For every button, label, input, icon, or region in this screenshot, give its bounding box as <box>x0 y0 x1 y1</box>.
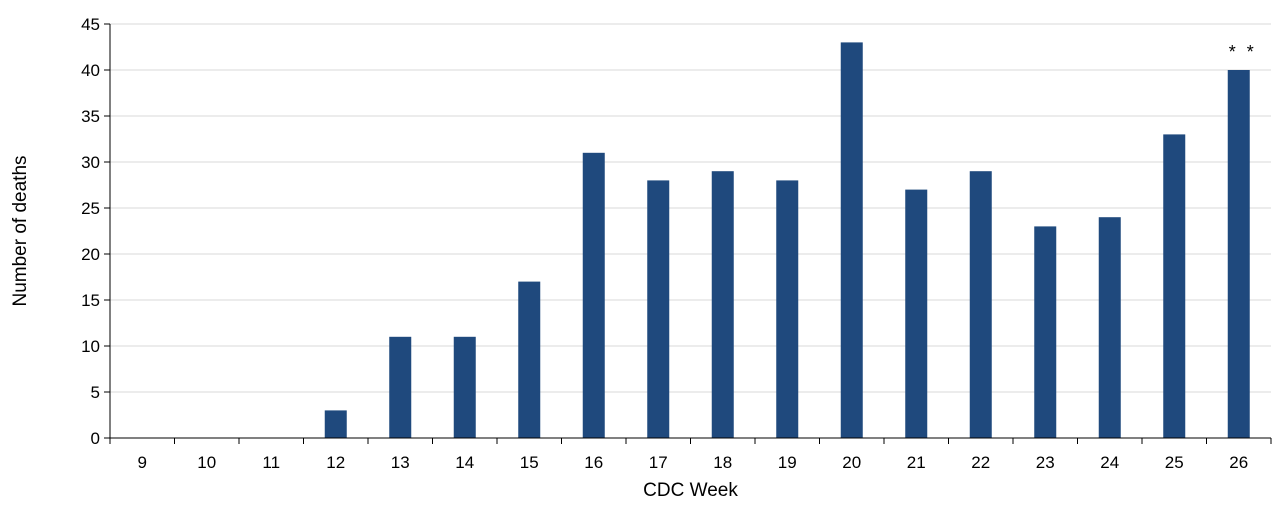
x-tick-label: 23 <box>1036 453 1055 472</box>
y-tick-label: 15 <box>81 291 100 310</box>
bar-week-14 <box>453 336 476 438</box>
x-tick-label: 14 <box>455 453 474 472</box>
y-tick-label: 20 <box>81 245 100 264</box>
bar-series <box>324 42 1250 439</box>
y-gridlines <box>110 23 1271 393</box>
x-tick-label: 13 <box>391 453 410 472</box>
x-tick-label: 22 <box>971 453 990 472</box>
annotations: * * <box>1229 42 1257 62</box>
x-axis-ticks: 9 10 11 12 13 14 15 16 17 18 19 20 21 22 23 24 25 26 <box>109 438 1272 472</box>
x-tick-label: 18 <box>713 453 732 472</box>
x-tick-label: 24 <box>1100 453 1119 472</box>
x-tick-label: 16 <box>584 453 603 472</box>
bar-week-22 <box>969 171 992 438</box>
y-tick-label: 0 <box>91 429 100 448</box>
y-axis-ticks: 0 5 10 15 20 25 30 35 40 45 <box>81 15 110 448</box>
y-tick-label: 40 <box>81 61 100 80</box>
bar-week-21 <box>905 189 928 438</box>
bar-week-17 <box>647 180 670 438</box>
y-tick-label: 30 <box>81 153 100 172</box>
bar-week-16 <box>582 152 605 439</box>
annotation-asterisks: * * <box>1229 42 1257 62</box>
x-tick-label: 12 <box>326 453 345 472</box>
bar-week-20 <box>840 42 863 439</box>
x-tick-label: 11 <box>262 453 280 472</box>
x-axis-title: CDC Week <box>643 480 738 501</box>
bar-week-26 <box>1227 70 1250 438</box>
bar-week-18 <box>711 171 734 438</box>
bar-week-13 <box>389 336 412 438</box>
x-tick-label: 10 <box>197 453 216 472</box>
bar-week-24 <box>1098 217 1121 438</box>
bar-week-25 <box>1163 134 1186 438</box>
y-tick-label: 35 <box>81 107 100 126</box>
x-tick-label: 21 <box>907 453 926 472</box>
x-tick-label: 19 <box>778 453 797 472</box>
x-tick-label: 15 <box>520 453 539 472</box>
y-axis-title: Number of deaths <box>10 155 31 306</box>
x-tick-label: 17 <box>649 453 668 472</box>
y-tick-label: 5 <box>91 383 100 402</box>
x-tick-label: 20 <box>842 453 861 472</box>
bar-week-23 <box>1034 226 1057 438</box>
bar-week-12 <box>324 410 347 438</box>
bar-week-15 <box>518 281 541 438</box>
x-tick-label: 9 <box>138 453 147 472</box>
x-tick-label: 26 <box>1229 453 1248 472</box>
y-tick-label: 45 <box>81 15 100 34</box>
y-tick-label: 10 <box>81 337 100 356</box>
y-tick-label: 25 <box>81 199 100 218</box>
bar-week-19 <box>776 180 799 438</box>
x-tick-label: 25 <box>1165 453 1184 472</box>
